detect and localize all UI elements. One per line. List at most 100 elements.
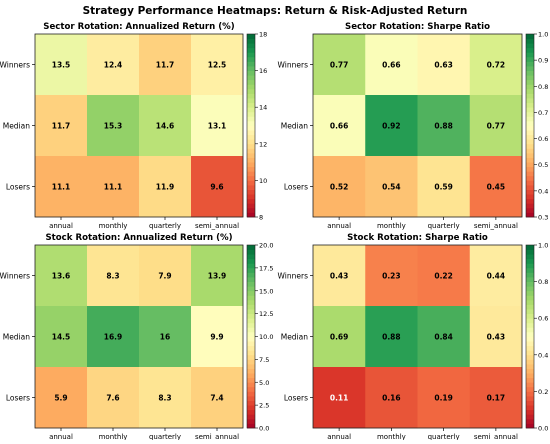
colorbar-tick-label: 8 [259, 214, 263, 222]
heatmap-cell [417, 34, 471, 96]
colorbar: 8 10 12 14 16 18 [246, 31, 267, 222]
colorbar-segment [247, 414, 255, 420]
colorbar-segment [247, 98, 255, 104]
cell-value-label: 0.22 [434, 272, 453, 281]
colorbar-segment [526, 143, 534, 149]
cell-value-label: 13.1 [208, 122, 227, 131]
colorbar-segment [247, 207, 255, 213]
heatmap-cell [417, 367, 471, 429]
colorbar-segment [526, 120, 534, 126]
colorbar-segment [526, 111, 534, 117]
heatmap-panel-2: Sector Rotation: Sharpe Ratio 0.77 0.66 0.6… [278, 22, 549, 230]
cell-value-label: 13.9 [208, 272, 227, 281]
colorbar-segment [247, 368, 255, 374]
colorbar-frame [246, 33, 256, 218]
cell-value-label: 0.66 [382, 61, 401, 70]
colorbar-segment [526, 409, 534, 415]
colorbar-segment [247, 194, 255, 200]
y-tick-label: Median [3, 333, 31, 342]
colorbar-segment [247, 391, 255, 397]
panel-title: Stock Rotation: Annualized Return (%) [45, 233, 232, 243]
colorbar: 0.3 0.4 0.5 0.6 0.7 0.8 0.9 1.0 [525, 31, 548, 222]
heatmap-cell [191, 245, 244, 307]
colorbar-segment [526, 157, 534, 163]
heatmap-cell [139, 367, 192, 429]
colorbar-segment [247, 116, 255, 122]
colorbar-segment [526, 295, 534, 301]
colorbar-segment [526, 166, 534, 172]
cell-value-label: 0.17 [487, 394, 506, 403]
colorbar-segment [247, 175, 255, 181]
colorbar-tick-label: 10 [259, 177, 267, 185]
heatmap-cell [87, 95, 140, 157]
heatmap-cell [365, 34, 418, 96]
colorbar-segment [247, 363, 255, 369]
colorbar-segment [247, 386, 255, 392]
colorbar-segment [247, 272, 255, 278]
colorbar-segment [526, 382, 534, 388]
colorbar-tick-label: 15.0 [259, 287, 273, 295]
colorbar-tick-label: 0.7 [538, 109, 548, 117]
heatmap-cell [139, 95, 192, 157]
heatmap-cell [35, 367, 88, 429]
colorbar-segment [526, 386, 534, 392]
x-tick-label: annual [49, 222, 73, 230]
x-tick-label: semi_annual [474, 222, 518, 230]
colorbar-segment [247, 409, 255, 415]
colorbar-segment [526, 363, 534, 369]
colorbar-segment [526, 267, 534, 273]
colorbar-segment [526, 327, 534, 333]
cell-value-label: 0.45 [487, 183, 506, 192]
colorbar-segment [247, 350, 255, 356]
colorbar-tick-label: 18 [259, 31, 267, 39]
colorbar-segment [526, 299, 534, 305]
colorbar-segment [526, 368, 534, 374]
colorbar-tick-label: 14 [259, 104, 267, 112]
colorbar-tick-label: 7.5 [259, 356, 269, 364]
cell-value-label: 13.6 [52, 272, 71, 281]
colorbar-tick-label: 0.8 [538, 83, 548, 91]
heatmap-cell [469, 156, 523, 218]
colorbar-tick-label: 0.4 [538, 187, 548, 195]
colorbar-segment [526, 134, 534, 140]
colorbar-segment [247, 212, 255, 218]
colorbar-segment [526, 203, 534, 209]
x-tick-label: annual [49, 433, 73, 440]
colorbar-segment [526, 400, 534, 406]
colorbar-segment [526, 290, 534, 296]
heatmap-panel-1: Sector Rotation: Annualized Return (%) 13… [0, 22, 267, 230]
colorbar-segment [526, 277, 534, 282]
heatmap-cell [35, 306, 88, 368]
heatmap-cell [313, 156, 366, 218]
colorbar-segment [247, 354, 255, 360]
colorbar-segment [526, 336, 534, 342]
cell-value-label: 14.6 [156, 122, 175, 131]
colorbar-segment [247, 61, 255, 67]
colorbar-segment [247, 84, 255, 90]
colorbar-segment [526, 198, 534, 204]
colorbar-segment [247, 184, 255, 190]
colorbar-segment [247, 295, 255, 301]
colorbar-segment [526, 98, 534, 104]
colorbar-segment [247, 56, 255, 62]
x-tick-label: quarterly [149, 433, 181, 440]
heatmap-cell [469, 367, 523, 429]
colorbar-segment [526, 171, 534, 177]
colorbar-segment [247, 299, 255, 305]
colorbar-segment [247, 93, 255, 99]
colorbar-segment [247, 336, 255, 342]
colorbar-segment [526, 359, 534, 365]
y-tick-label: Median [281, 122, 309, 131]
heatmap-cell [417, 245, 471, 307]
heatmap-cell [191, 156, 244, 218]
heatmap-cell [313, 34, 366, 96]
y-tick-label: Losers [284, 394, 308, 403]
colorbar-segment [247, 171, 255, 177]
cell-value-label: 11.7 [52, 122, 71, 131]
colorbar-segment [247, 120, 255, 126]
colorbar-segment [526, 93, 534, 99]
x-tick-label: quarterly [149, 222, 181, 230]
colorbar-tick-label: 0.0 [259, 425, 269, 433]
cell-value-label: 12.5 [208, 61, 227, 70]
